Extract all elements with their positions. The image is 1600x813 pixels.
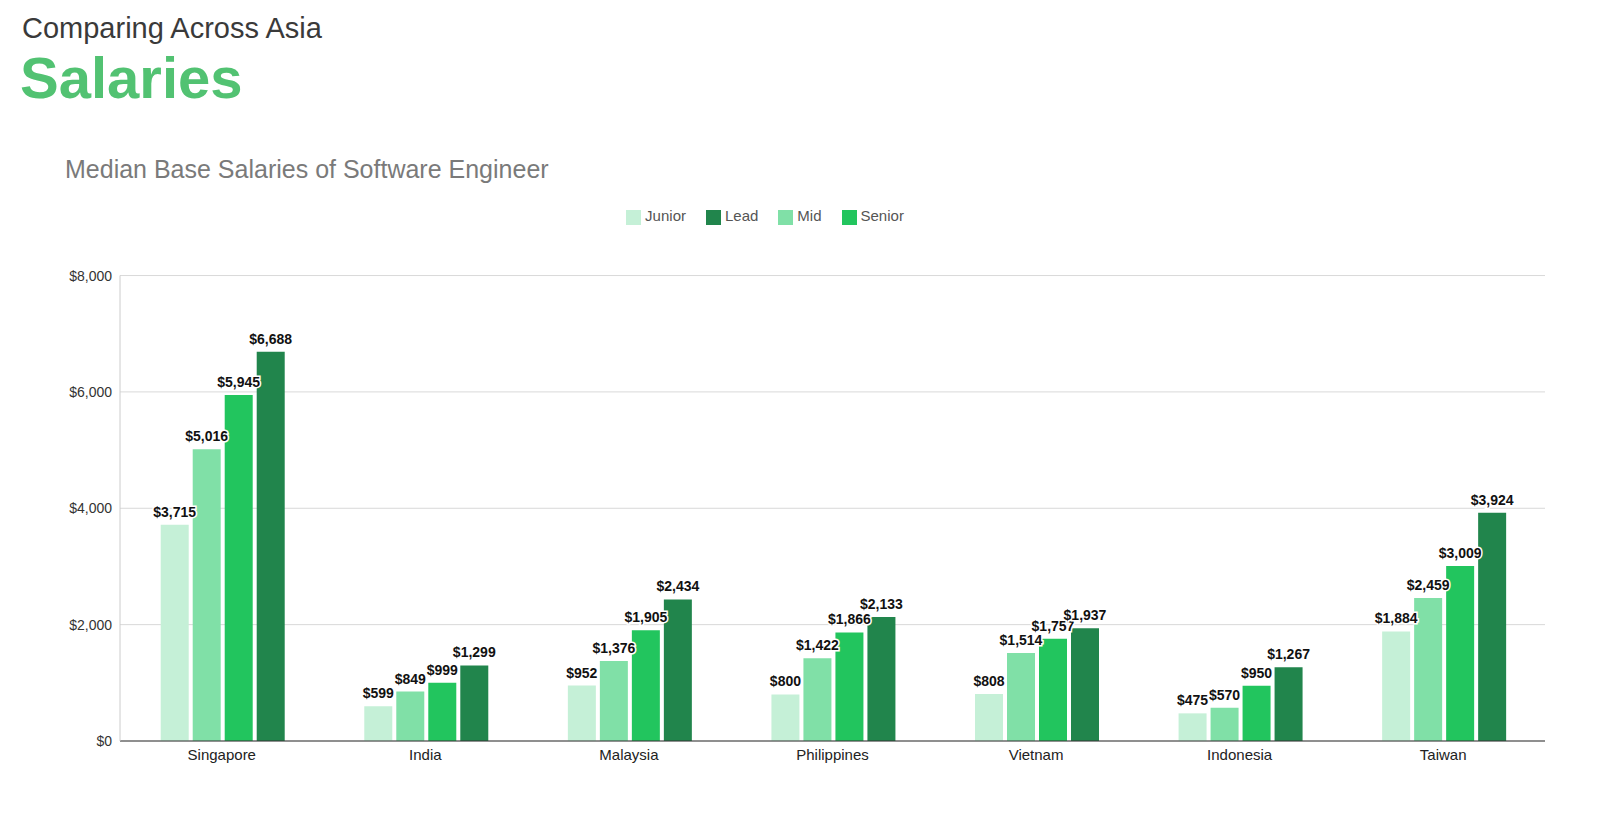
html-text:Junior: Junior (645, 207, 686, 224)
html-text:Salaries: Salaries (20, 45, 243, 110)
svg-text:$3,924: $3,924 (1471, 492, 1514, 508)
html-text:Senior: Senior (860, 207, 904, 224)
svg-text:$849: $849 (395, 671, 426, 687)
svg-text:$3,009: $3,009 (1439, 545, 1482, 561)
svg-text:$1,299: $1,299 (453, 644, 496, 660)
svg-text:$2,434: $2,434 (656, 578, 699, 594)
svg-text:$1,514: $1,514 (1000, 632, 1043, 648)
svg-text:$1,905: $1,905 (624, 609, 667, 625)
svg-text:$999: $999 (427, 662, 458, 678)
svg-text:$800: $800 (770, 673, 801, 689)
svg-text:$2,459: $2,459 (1407, 577, 1450, 593)
svg-text:$1,937: $1,937 (1064, 607, 1107, 623)
svg-text:$6,688: $6,688 (249, 331, 292, 347)
html-text:Lead: Lead (725, 207, 759, 224)
svg-text:$1,422: $1,422 (796, 637, 839, 653)
svg-text:$1,866: $1,866 (828, 611, 871, 627)
svg-text:Taiwan: Taiwan (1420, 746, 1467, 763)
svg-text:$1,757: $1,757 (1031, 617, 1075, 634)
svg-text:$1,376: $1,376 (592, 640, 635, 656)
svg-text:$4,000: $4,000 (69, 500, 112, 516)
svg-text:$952: $952 (566, 665, 597, 681)
svg-text:$0: $0 (96, 733, 112, 749)
svg-text:$2,000: $2,000 (69, 617, 112, 633)
html-text:Median Base Salaries of Softwa: Median Base Salaries of Software Enginee… (65, 155, 549, 183)
svg-text:Malaysia: Malaysia (599, 746, 659, 763)
svg-text:$3,715: $3,715 (153, 504, 196, 520)
svg-text:Philippines: Philippines (796, 746, 869, 763)
svg-text:$5,016: $5,016 (185, 428, 228, 444)
svg-text:$6,000: $6,000 (69, 384, 112, 400)
html-text:Mid: Mid (797, 207, 822, 224)
svg-text:$599: $599 (363, 685, 394, 701)
svg-text:$8,000: $8,000 (69, 268, 112, 284)
svg-text:Vietnam: Vietnam (1009, 746, 1064, 763)
svg-text:Indonesia: Indonesia (1207, 746, 1273, 763)
svg-text:$808: $808 (973, 673, 1004, 689)
svg-text:India: India (409, 746, 442, 763)
svg-text:$1,267: $1,267 (1267, 646, 1310, 662)
svg-text:$950: $950 (1241, 665, 1272, 681)
svg-text:$570: $570 (1209, 687, 1240, 703)
svg-text:$475: $475 (1177, 692, 1208, 708)
svg-text:$1,884: $1,884 (1375, 610, 1418, 626)
svg-text:Singapore: Singapore (188, 746, 256, 763)
svg-text:$5,945: $5,945 (217, 374, 260, 390)
html-text:Comparing Across Asia: Comparing Across Asia (22, 12, 322, 44)
svg-text:$2,133: $2,133 (860, 596, 903, 612)
